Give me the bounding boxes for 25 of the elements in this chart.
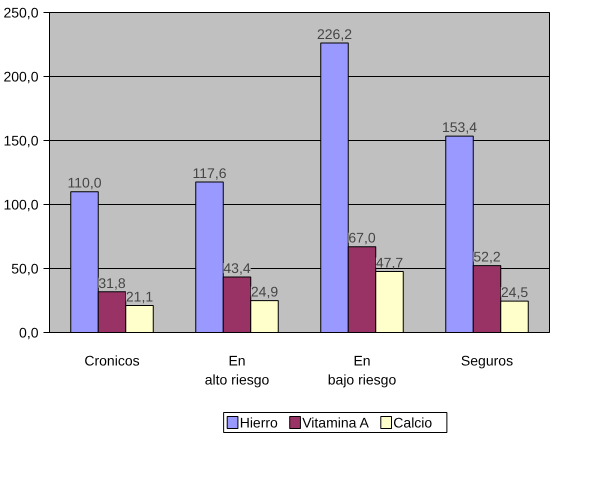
legend-label: Calcio [393,414,432,430]
data-label: 31,8 [98,274,126,291]
data-label: 153,4 [442,119,478,136]
data-label: 52,2 [473,248,501,265]
x-tick-label: En bajo riesgo [328,352,396,388]
y-tick-label: 150,0 [3,132,39,148]
data-label: 24,9 [250,284,278,300]
data-label: 21,1 [126,288,154,304]
y-tick-label: 50,0 [11,260,39,276]
x-tick-label: Seguros [460,352,514,368]
y-tick-label: 100,0 [3,196,39,212]
y-tick-label: 250,0 [3,4,39,20]
data-label: 24,5 [500,284,528,300]
legend-label: Vitamina A [302,414,370,430]
data-label: 47,7 [376,254,404,270]
y-tick-label: 0,0 [19,324,39,340]
data-label: 67,0 [348,230,376,246]
legend-label: Hierro [240,414,278,430]
data-label: 43,4 [223,260,251,276]
data-label: 110,0 [68,174,102,191]
data-label: 226,2 [316,26,352,42]
y-tick-label: 200,0 [3,68,39,84]
data-label: 117,6 [192,164,227,181]
x-tick-label: En alto riesgo [204,352,270,388]
x-tick-label: Cronicos [84,352,140,368]
